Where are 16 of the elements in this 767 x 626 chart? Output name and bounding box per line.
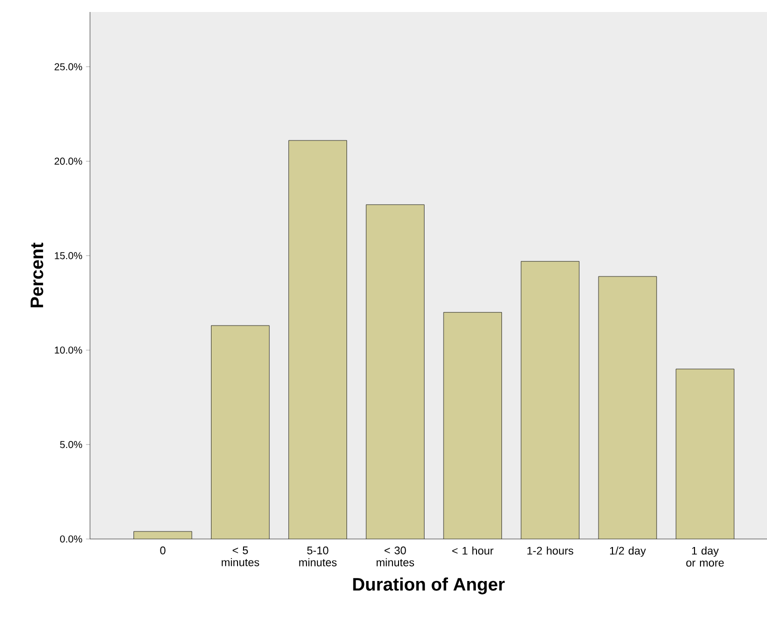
x-tick-label: < 5 minutes xyxy=(222,546,260,566)
x-tick-label: 1/2 day xyxy=(610,546,646,557)
y-tick-label: 10.0% xyxy=(54,346,82,354)
y-tick-label: 15.0% xyxy=(54,252,82,260)
y-tick-label: 25.0% xyxy=(54,63,82,70)
y-tick-label: 20.0% xyxy=(54,158,82,165)
y-tick-label: 0.0% xyxy=(60,535,82,543)
x-tick-label: < 1 hour xyxy=(452,546,494,555)
y-tick-label: 5.0% xyxy=(60,441,82,448)
x-tick-label: 0 xyxy=(160,546,166,554)
x-tick-label: 1-2 hours xyxy=(527,546,574,555)
x-tick-label: 5-10 minutes xyxy=(299,546,337,566)
x-tick-label: 1 day or more xyxy=(686,546,724,567)
y-axis-title: Percent xyxy=(30,242,44,308)
x-axis-title: Duration of Anger xyxy=(353,577,505,594)
x-tick-label: < 30 minutes xyxy=(376,546,414,566)
